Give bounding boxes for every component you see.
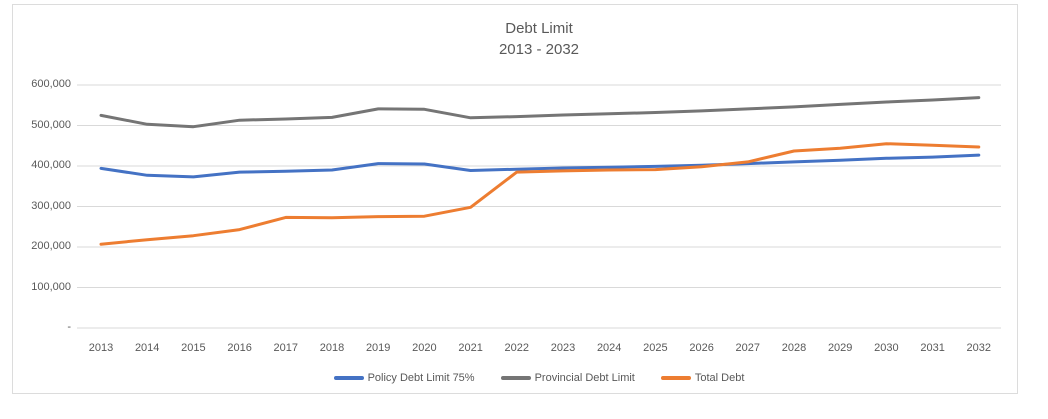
chart-legend: Policy Debt Limit 75% Provincial Debt Lim… <box>77 372 1001 384</box>
legend-label: Total Debt <box>694 372 745 384</box>
x-axis-label: 2021 <box>458 342 483 354</box>
x-axis-label: 2025 <box>643 342 668 354</box>
y-axis-label: 300,000 <box>31 199 71 212</box>
x-axis-label: 2018 <box>319 342 345 354</box>
series-line-provincial-debt-limit <box>99 96 981 129</box>
y-axis-label: 500,000 <box>31 118 71 131</box>
y-axis-label: 400,000 <box>31 159 71 171</box>
chart-subtitle: 2013 - 2032 <box>498 41 580 58</box>
chart-frame: Debt Limit 2013 - 2032 600,000 500,000 400… <box>12 4 1018 394</box>
x-axis-label: 2032 <box>966 342 992 354</box>
x-axis-label: 2016 <box>227 342 252 354</box>
x-axis-label: 2027 <box>735 342 761 354</box>
y-axis-label: - <box>67 321 71 333</box>
x-axis-label: 2030 <box>874 342 899 354</box>
chart-title-block: Debt Limit 2013 - 2032 <box>77 18 1001 60</box>
plot-area <box>77 84 1001 329</box>
legend-item-provincial-debt-limit: Provincial Debt Limit <box>500 372 635 384</box>
x-axis-label: 2019 <box>365 342 391 354</box>
series-line-policy-debt-limit-75 <box>99 153 981 179</box>
x-axis-label: 2028 <box>781 342 807 354</box>
x-axis-label: 2022 <box>504 342 530 354</box>
chart-title: Debt Limit <box>505 20 573 37</box>
x-axis-label: 2014 <box>134 342 160 354</box>
y-axis-label: 100,000 <box>31 280 71 293</box>
legend-label: Policy Debt Limit 75% <box>367 372 475 384</box>
x-axis-label: 2017 <box>273 342 299 354</box>
legend-line-swatch <box>500 376 531 380</box>
legend-line-swatch <box>660 376 691 380</box>
y-axis-label: 200,000 <box>31 240 71 252</box>
x-axis-label: 2029 <box>827 342 853 354</box>
x-axis-label: 2015 <box>181 342 206 354</box>
x-axis-label: 2013 <box>88 342 114 354</box>
series-line-total-debt <box>99 142 981 246</box>
y-axis-label: 600,000 <box>31 78 71 90</box>
legend-item-total-debt: Total Debt <box>660 372 745 384</box>
legend-label: Provincial Debt Limit <box>534 372 635 384</box>
x-axis-label: 2023 <box>550 342 576 354</box>
x-axis-label: 2031 <box>920 342 945 354</box>
legend-item-policy-debt-limit-75: Policy Debt Limit 75% <box>333 372 475 384</box>
legend-line-swatch <box>333 376 364 380</box>
x-axis-label: 2026 <box>689 342 714 354</box>
x-axis-label: 2020 <box>412 342 437 354</box>
x-axis-label: 2024 <box>596 342 622 354</box>
